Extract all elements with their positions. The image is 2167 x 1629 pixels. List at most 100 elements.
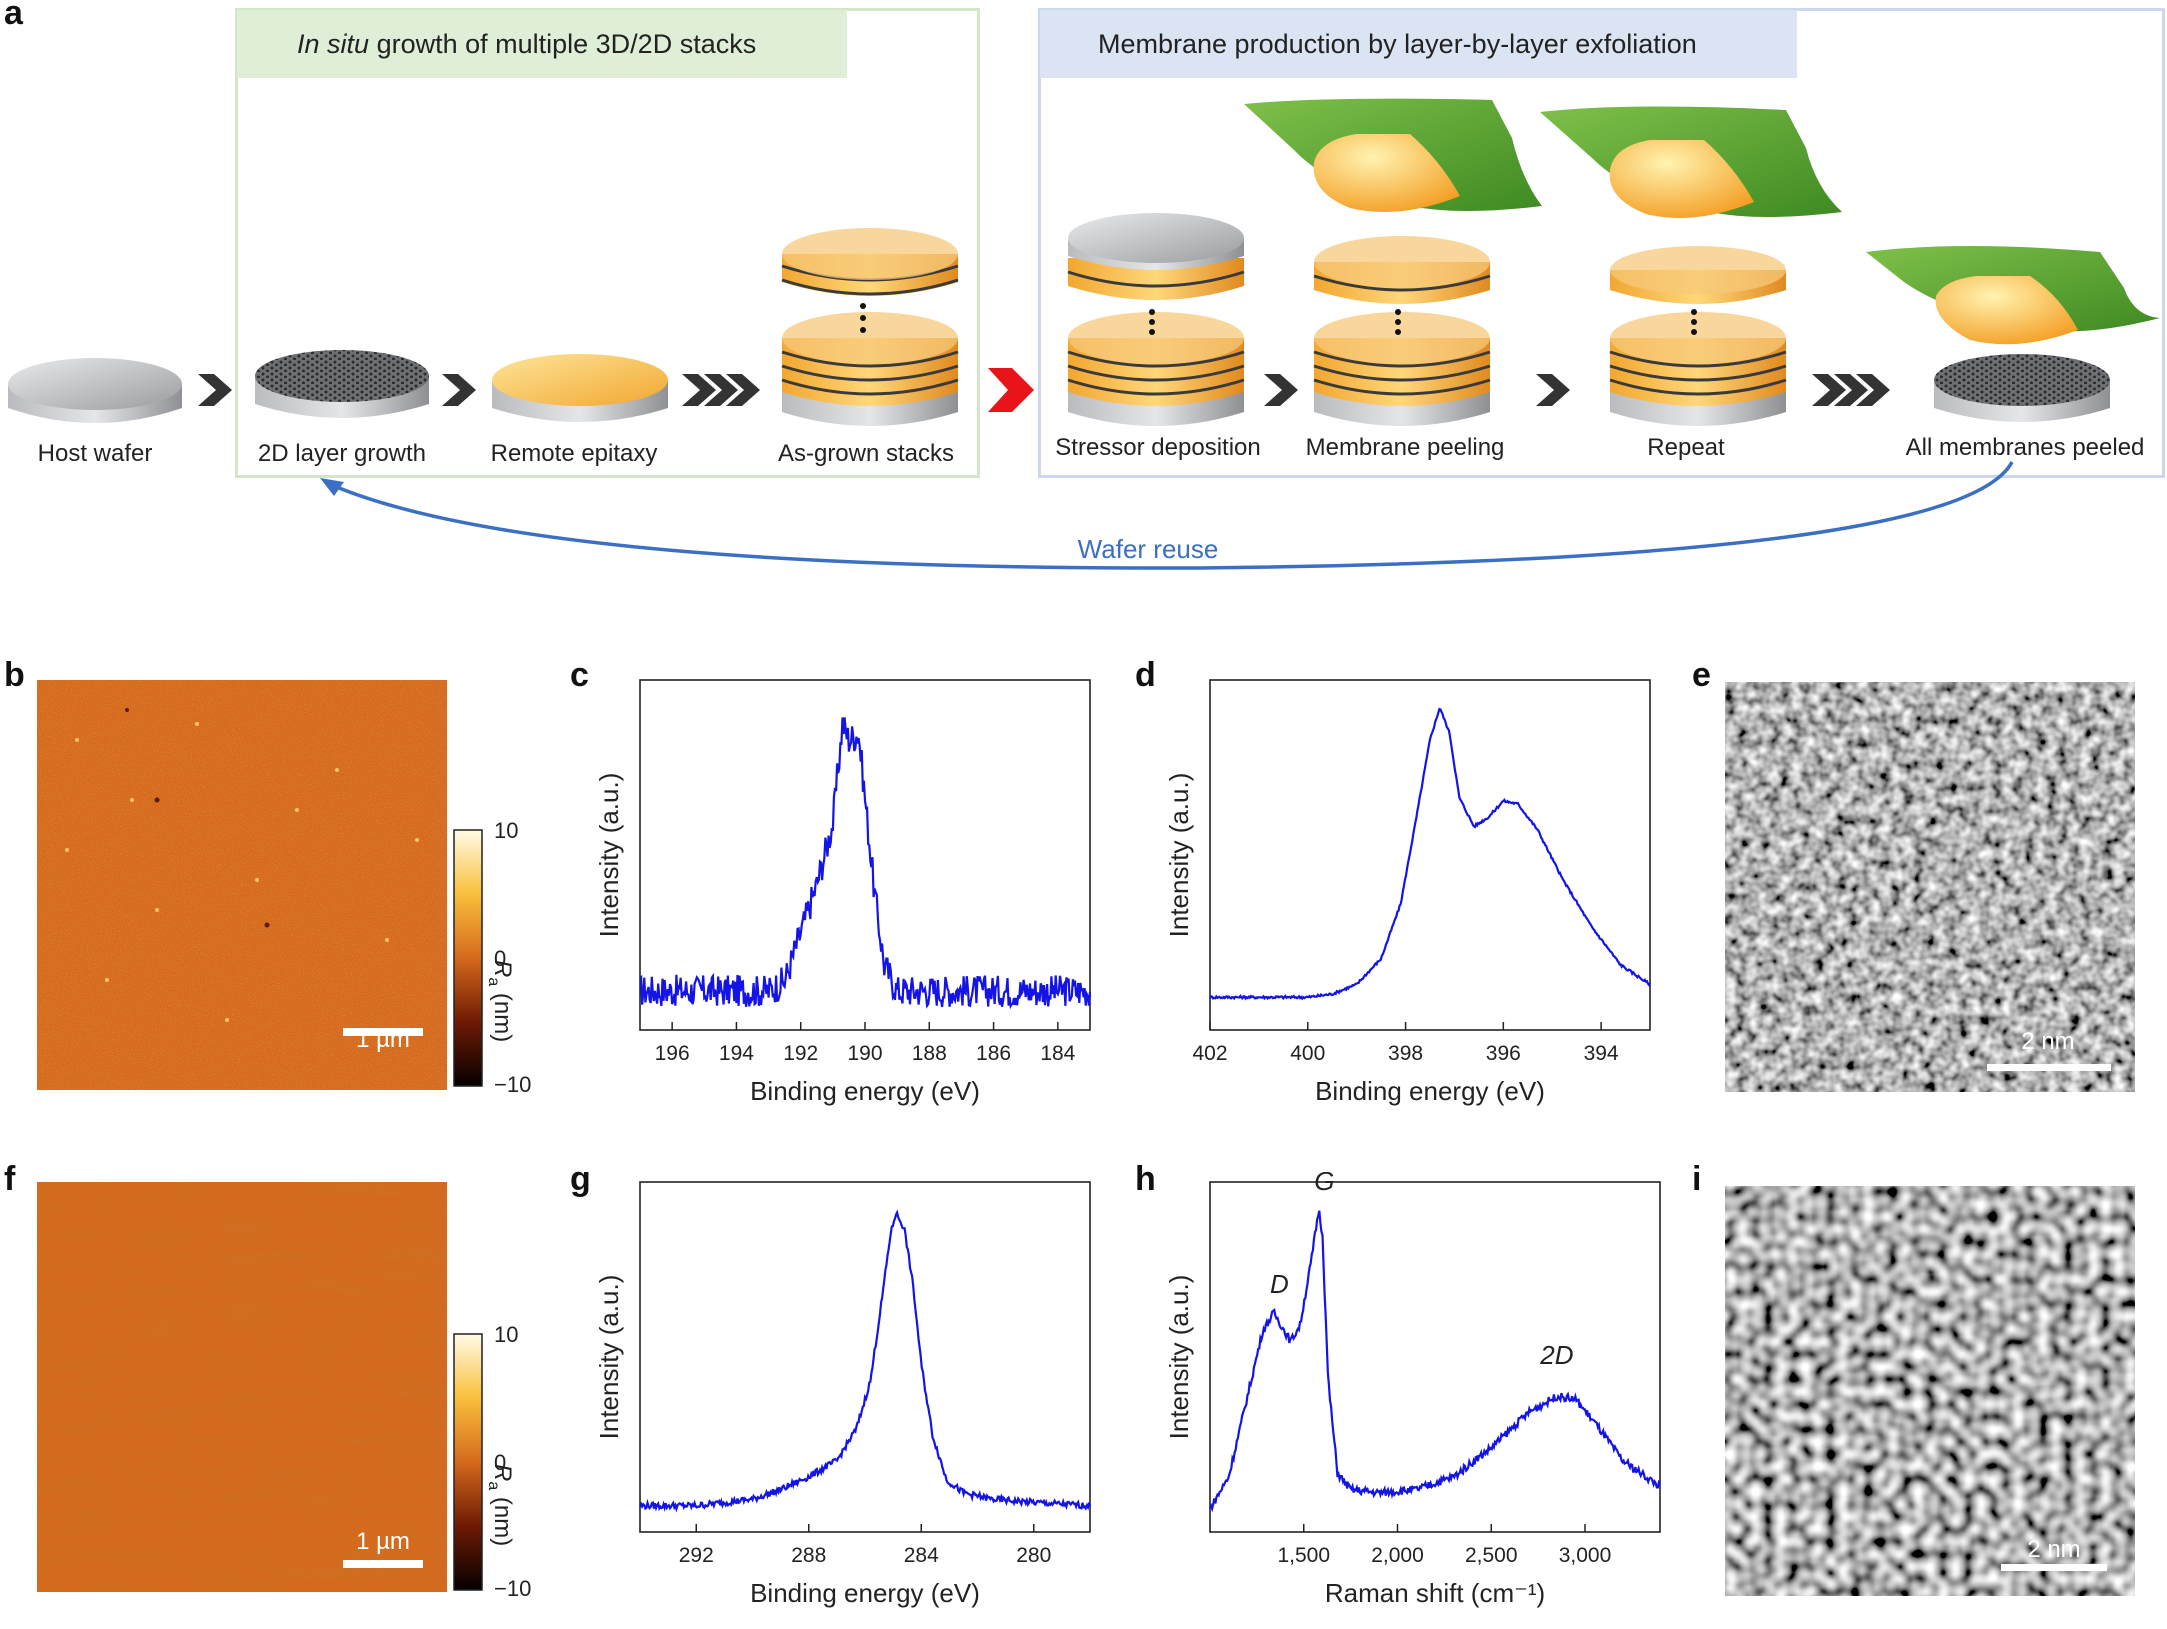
plot-frame: [1209, 1181, 1661, 1533]
colorbar-b-tick-max: 10: [494, 818, 519, 843]
step-label-remote-epitaxy: Remote epitaxy: [490, 440, 658, 467]
colorbar-b-tick-mid: 0: [494, 946, 507, 971]
x-tick-label: 394: [1584, 1042, 1619, 1065]
exfoliation-box: [1038, 8, 2165, 478]
plot-frame: [639, 679, 1091, 1031]
colorbar-b-sub: a: [485, 977, 503, 987]
plot-frame: [639, 1181, 1091, 1533]
exfoliation-box-title: Membrane production by layer-by-layer ex…: [1040, 10, 1797, 78]
peak-annotation: 2D: [1539, 1340, 1573, 1370]
y-axis-label: Intensity (a.u.): [594, 773, 624, 938]
colorbar-f-tick-min: −10: [494, 1576, 532, 1601]
x-tick-label: 400: [1290, 1042, 1325, 1065]
panel-label-a: a: [4, 0, 23, 32]
colorbar-f-sub: a: [485, 1481, 503, 1491]
panel-label-d: d: [1135, 656, 1156, 694]
raman-chart-h: 1,500 2,000 2,500 3,000 Raman shift (cm⁻¹) In…: [1164, 1172, 1661, 1608]
y-axis-label: Intensity (a.u.): [1164, 773, 1194, 938]
step-label-all-membranes-peeled: All membranes peeled: [1905, 434, 2145, 461]
x-tick-label: 184: [1040, 1042, 1075, 1065]
colorbar-f: [453, 1333, 483, 1591]
panel-label-f: f: [4, 1160, 16, 1198]
stressor-deposition-illustration: [1067, 213, 1245, 426]
host-wafer-illustration: [8, 358, 182, 423]
x-tick-label: 190: [847, 1042, 882, 1065]
process-illustration: [8, 98, 2160, 570]
as-grown-stacks-illustration: [781, 228, 959, 426]
afm-scale-bar-f: 1 µm: [356, 1528, 410, 1555]
panel-label-b: b: [4, 656, 25, 694]
epitaxy-wafer-illustration: [492, 354, 668, 422]
step-label-repeat: Repeat: [1647, 434, 1725, 461]
xps-chart-d: 402 400 398 396 394 Binding energy (eV) Intens…: [1164, 679, 1651, 1106]
x-axis-label: Binding energy (eV): [750, 1578, 980, 1608]
step-label-stressor-deposition: Stressor deposition: [1055, 434, 1261, 461]
panel-label-h: h: [1135, 1160, 1156, 1198]
repeat-illustration: [1540, 106, 1842, 426]
x-axis-label: Binding energy (eV): [1315, 1076, 1545, 1106]
xps-chart-c: 196 194 192 190 188 186 184 Binding energy (eV)…: [594, 679, 1092, 1106]
plot-frame: [1209, 679, 1651, 1031]
xps-chart-g: 292 288 284 280 Binding energy (eV) Intensity…: [594, 1181, 1092, 1608]
colorbar-b-symbol: R: [489, 960, 516, 978]
colorbar-f-tick-mid: 0: [494, 1450, 507, 1475]
step-label-2d-layer-growth: 2D layer growth: [257, 440, 427, 467]
afm-image-b: [37, 680, 447, 1090]
x-tick-label: 402: [1192, 1042, 1227, 1065]
membrane-peeling-illustration: [1244, 98, 1542, 426]
colorbar-f-label: Ra (nm): [484, 1464, 516, 1546]
afm-image-f: [37, 1182, 447, 1592]
tem-scale-bar-i: 2 nm: [2027, 1536, 2081, 1563]
panel-label-e: e: [1692, 656, 1711, 694]
y-axis-label: Intensity (a.u.): [1164, 1275, 1194, 1440]
panel-label-g: g: [570, 1160, 591, 1198]
x-tick-label: 3,000: [1559, 1544, 1612, 1567]
graphene-wafer-illustration: [255, 350, 429, 418]
y-axis-label: Intensity (a.u.): [594, 1275, 624, 1440]
colorbar-b-tick-min: −10: [494, 1072, 532, 1097]
peak-annotation: G: [1314, 1172, 1334, 1196]
spectrum-line: [1209, 1210, 1661, 1513]
wafer-reuse-arrow: [324, 461, 2014, 570]
x-tick-label: 398: [1388, 1042, 1423, 1065]
growth-title-rest: growth of multiple 3D/2D stacks: [376, 28, 757, 59]
colorbar-f-tick-max: 10: [494, 1322, 519, 1347]
colorbar-b: [453, 829, 483, 1087]
spectrum-line: [639, 717, 1092, 1010]
x-tick-label: 288: [791, 1544, 826, 1567]
peak-annotation: D: [1270, 1269, 1289, 1299]
step-label-host-wafer: Host wafer: [37, 440, 153, 467]
x-tick-label: 396: [1486, 1042, 1521, 1065]
wafer-reuse-label: Wafer reuse: [1077, 534, 1219, 564]
x-tick-label: 2,000: [1371, 1544, 1424, 1567]
exfoliation-title: Membrane production by layer-by-layer ex…: [1098, 28, 1697, 59]
all-peeled-illustration: [1866, 246, 2160, 422]
x-tick-label: 280: [1016, 1544, 1051, 1567]
colorbar-f-symbol: R: [489, 1464, 516, 1482]
x-axis-label: Raman shift (cm⁻¹): [1325, 1578, 1545, 1608]
growth-title-italic: In situ: [297, 28, 370, 59]
afm-scale-bar-b: 1 µm: [356, 1026, 410, 1053]
step-label-membrane-peeling: Membrane peeling: [1305, 434, 1505, 461]
x-tick-label: 188: [912, 1042, 947, 1065]
x-tick-label: 2,500: [1465, 1544, 1518, 1567]
x-axis-label: Binding energy (eV): [750, 1076, 980, 1106]
panel-label-c: c: [570, 656, 589, 694]
colorbar-b-label: Ra (nm): [484, 960, 516, 1042]
colorbar-f-unit: (nm): [489, 1496, 516, 1547]
step-label-as-grown-stacks: As-grown stacks: [777, 440, 955, 467]
x-tick-label: 292: [679, 1544, 714, 1567]
spectrum-line: [638, 1209, 1092, 1513]
tem-image-e: [1725, 682, 2135, 1092]
x-tick-label: 192: [783, 1042, 818, 1065]
x-tick-label: 186: [976, 1042, 1011, 1065]
x-tick-label: 194: [719, 1042, 754, 1065]
x-tick-label: 1,500: [1277, 1544, 1330, 1567]
growth-box: [235, 8, 980, 478]
tem-scale-bar-e: 2 nm: [2021, 1028, 2075, 1055]
x-tick-label: 284: [904, 1544, 939, 1567]
panel-label-i: i: [1692, 1160, 1702, 1198]
spectrum-line: [1209, 707, 1651, 1001]
x-tick-label: 196: [655, 1042, 690, 1065]
tem-image-i: [1725, 1186, 2135, 1596]
